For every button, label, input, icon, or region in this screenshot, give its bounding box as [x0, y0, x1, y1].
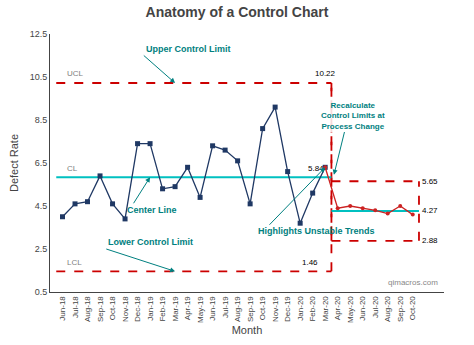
svg-text:Defect Rate: Defect Rate	[8, 134, 20, 192]
svg-text:2.88: 2.88	[422, 236, 438, 245]
svg-text:10.5: 10.5	[30, 72, 48, 82]
svg-text:Oct-18: Oct-18	[108, 296, 117, 321]
svg-text:UCL: UCL	[67, 69, 84, 78]
svg-text:Feb-19: Feb-19	[158, 296, 167, 322]
svg-text:Jun-19: Jun-19	[208, 296, 217, 321]
svg-text:Aug-20: Aug-20	[383, 296, 392, 322]
svg-text:Apr-19: Apr-19	[183, 296, 192, 321]
svg-text:Upper Control Limit: Upper Control Limit	[146, 44, 231, 54]
svg-text:Aug-19: Aug-19	[233, 296, 242, 322]
svg-text:Jul-19: Jul-19	[221, 296, 230, 318]
svg-text:Dec-18: Dec-18	[133, 296, 142, 322]
svg-text:5.65: 5.65	[422, 177, 438, 186]
svg-text:Highlights Unstable Trends: Highlights Unstable Trends	[258, 226, 375, 236]
svg-text:Sep-19: Sep-19	[246, 296, 255, 322]
svg-text:2.5: 2.5	[35, 244, 48, 254]
svg-text:Sep-20: Sep-20	[396, 296, 405, 322]
svg-text:Nov-19: Nov-19	[271, 296, 280, 322]
svg-text:LCL: LCL	[67, 258, 82, 267]
svg-text:May-19: May-19	[196, 296, 205, 323]
svg-text:RecalculateControl Limits atPr: RecalculateControl Limits atProcess Chan…	[321, 101, 385, 131]
svg-text:Mar-19: Mar-19	[171, 296, 180, 322]
svg-text:Oct-19: Oct-19	[258, 296, 267, 321]
svg-text:1.46: 1.46	[302, 258, 318, 267]
svg-text:May-20: May-20	[346, 296, 355, 323]
svg-text:Jul-18: Jul-18	[71, 296, 80, 318]
svg-text:Apr-20: Apr-20	[333, 296, 342, 321]
svg-text:Anatomy of a Control Chart: Anatomy of a Control Chart	[146, 4, 329, 20]
svg-text:4.27: 4.27	[422, 206, 438, 215]
svg-text:qimacros.com: qimacros.com	[388, 278, 438, 287]
svg-text:Month: Month	[232, 324, 263, 336]
svg-text:Feb-20: Feb-20	[308, 296, 317, 322]
svg-text:Sep-18: Sep-18	[96, 296, 105, 322]
svg-text:Jan-20: Jan-20	[296, 296, 305, 321]
svg-text:Nov-18: Nov-18	[121, 296, 130, 322]
svg-text:5.84: 5.84	[308, 164, 324, 173]
svg-text:CL: CL	[67, 164, 78, 173]
svg-text:Jun-18: Jun-18	[58, 296, 67, 321]
svg-text:Center Line: Center Line	[127, 205, 177, 215]
svg-text:10.22: 10.22	[315, 69, 336, 78]
svg-text:0.5: 0.5	[35, 287, 48, 297]
svg-text:Oct-20: Oct-20	[408, 296, 417, 321]
svg-text:12.5: 12.5	[30, 29, 48, 39]
svg-text:4.5: 4.5	[35, 201, 48, 211]
svg-text:Jul-20: Jul-20	[371, 296, 380, 318]
svg-text:Dec-19: Dec-19	[283, 296, 292, 322]
svg-text:Jan-19: Jan-19	[146, 296, 155, 321]
svg-text:6.5: 6.5	[35, 158, 48, 168]
svg-text:Lower Control Limit: Lower Control Limit	[108, 237, 193, 247]
svg-text:Mar-20: Mar-20	[321, 296, 330, 322]
svg-text:8.5: 8.5	[35, 115, 48, 125]
svg-text:Aug-18: Aug-18	[83, 296, 92, 322]
svg-text:Jun-20: Jun-20	[358, 296, 367, 321]
